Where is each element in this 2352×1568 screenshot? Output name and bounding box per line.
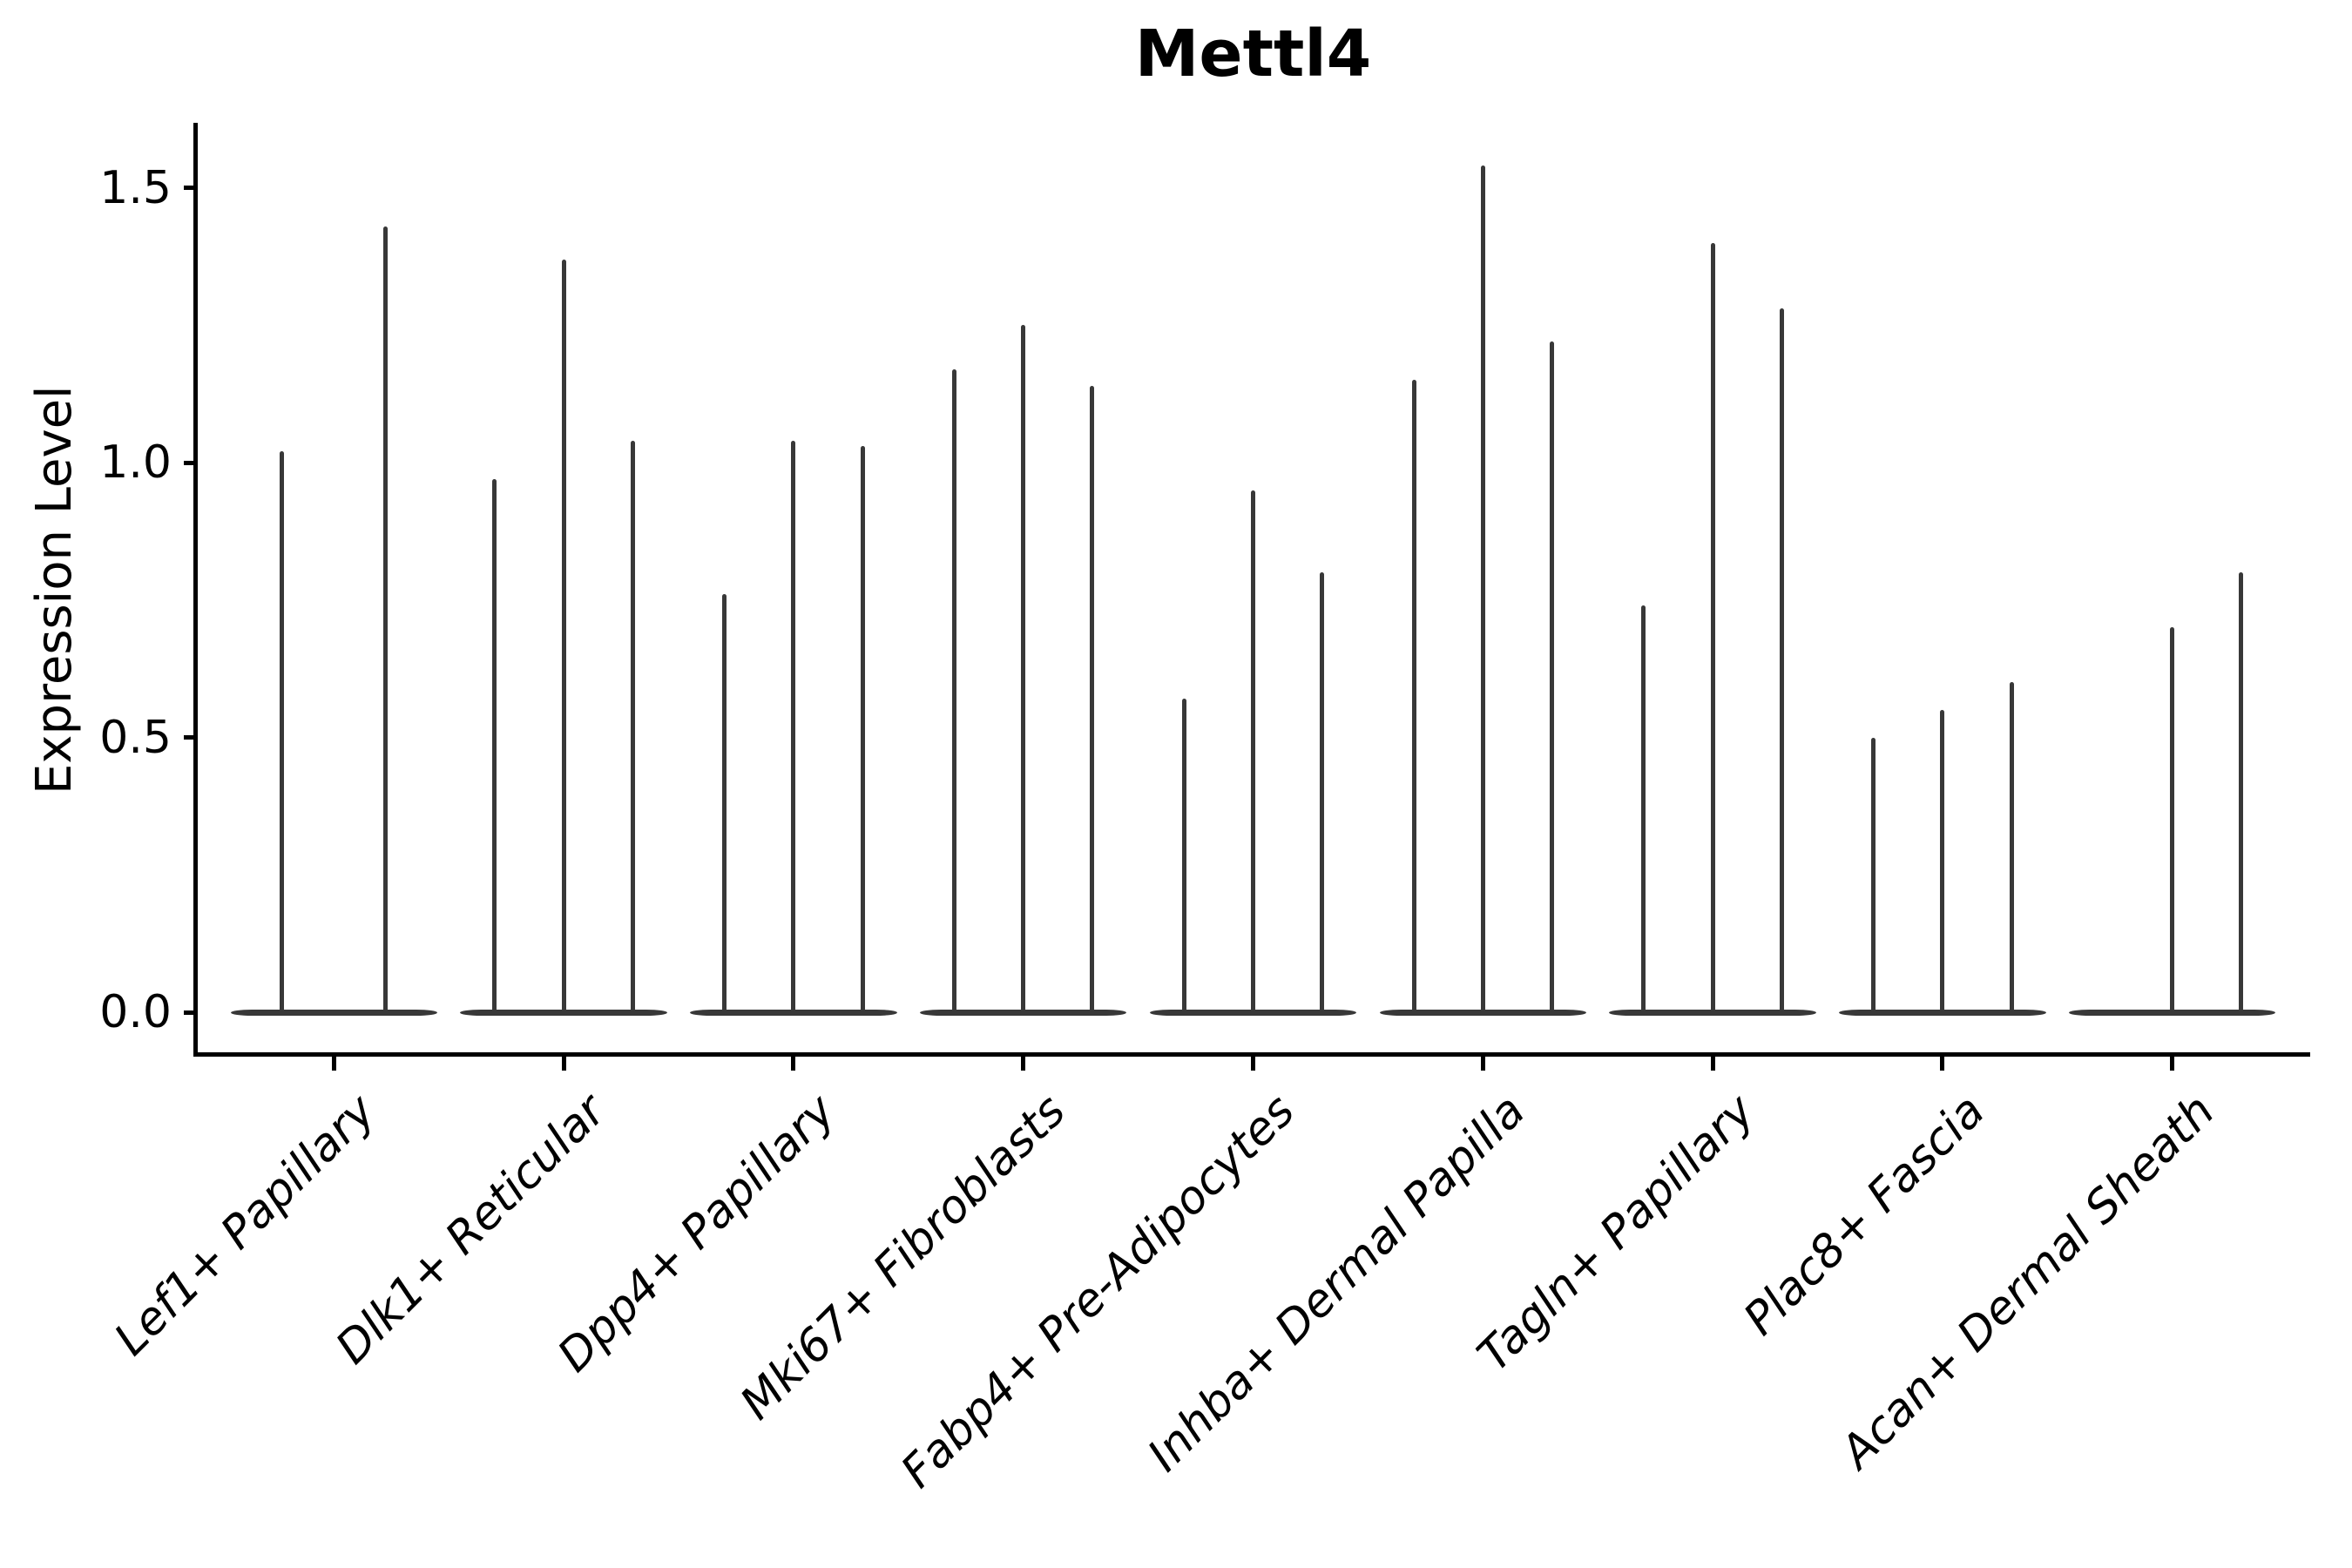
violin-spike [791,440,796,1012]
violin-spike [630,440,635,1012]
violin-spike [1181,699,1186,1012]
violin-spike [1480,166,1485,1012]
y-axis-label: Expression Level [26,385,83,794]
x-axis-spine [193,1052,2310,1057]
violin-base [460,1009,667,1016]
violin-spike [561,259,566,1012]
violin-spike [1021,325,1026,1012]
violin-spike [1641,605,1646,1012]
x-tick-label: Plac8+ Fascia [1734,1085,1995,1346]
violin-spike [2009,682,2014,1012]
x-tick-label: Inhba+ Dermal Papilla [1138,1085,1536,1483]
y-tick [184,186,196,190]
plot-title: Mettl4 [1134,17,1372,91]
violin-spike [1411,380,1416,1012]
x-tick-label: Fabp4+ Pre-Adipocytes [891,1085,1306,1498]
violin-base [1379,1009,1586,1016]
y-tick [184,460,196,465]
violin-spike [1871,737,1876,1012]
y-axis-spine [193,123,198,1057]
y-tick-label: 0.0 [99,986,172,1038]
y-tick [184,1010,196,1015]
x-tick [561,1057,566,1071]
violin-base [690,1009,897,1016]
violin-base [1839,1009,2046,1016]
y-tick-label: 1.5 [99,161,172,214]
x-tick-label: Acan+ Dermal Sheath [1830,1085,2225,1479]
violin-spike [860,446,865,1012]
x-tick [1710,1057,1715,1071]
violin-spike [2170,627,2175,1012]
x-tick [791,1057,796,1071]
violin-base [1149,1009,1357,1016]
violin-spike [1710,242,1715,1012]
violin-spike [383,226,389,1012]
violin-spike [1320,572,1325,1012]
violin-spike [2239,572,2244,1012]
y-tick-label: 0.5 [99,711,172,764]
violin-spike [952,368,957,1012]
y-tick [184,735,196,740]
violin-spike [722,594,727,1012]
violin-spike [280,451,285,1012]
y-tick-label: 1.0 [99,436,172,489]
violin-base [2069,1009,2276,1016]
x-tick [1251,1057,1255,1071]
x-tick [1940,1057,1945,1071]
x-tick [2170,1057,2175,1071]
violin-base [919,1009,1127,1016]
x-tick [1480,1057,1485,1071]
violin-spike [1940,709,1945,1012]
violin-spike [492,478,497,1012]
violin-spike [1779,308,1784,1012]
violin-base [230,1009,437,1016]
violin-spike [1251,490,1255,1012]
x-tick [1021,1057,1026,1071]
x-tick [331,1057,336,1071]
violin-spike [1549,341,1554,1012]
violin-base [1609,1009,1816,1016]
violin-spike [1090,385,1095,1012]
